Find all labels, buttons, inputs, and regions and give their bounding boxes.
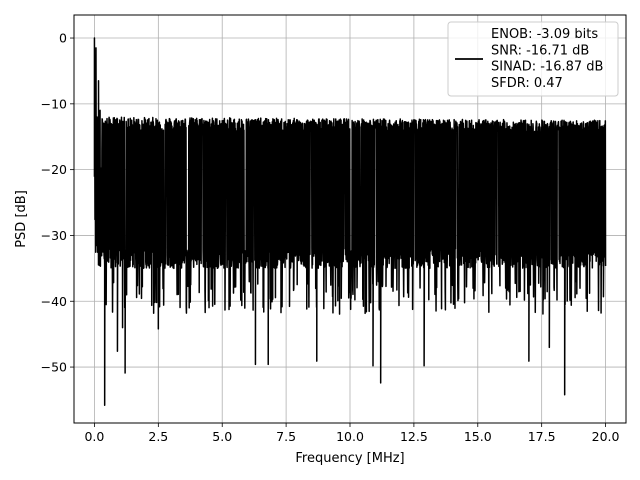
y-tick-label: −20: [41, 162, 67, 177]
series-layer: [93, 37, 607, 406]
y-axis-label: PSD [dB]: [14, 190, 29, 248]
y-tick-label: −10: [41, 96, 67, 111]
legend-series-name: ENOB: -3.09 bits SNR: -16.71 dB SINAD: -16…: [491, 27, 603, 91]
y-tick-label: −40: [41, 294, 67, 309]
x-axis-label: Frequency [MHz]: [295, 451, 404, 466]
x-axis: 0.0 2.5 5.0 7.5 10.0 12.5 15.0 17.5 20.0: [84, 423, 620, 444]
x-tick-label: 5.0: [212, 429, 232, 444]
y-axis: 0 −10 −20 −30 −40 −50: [41, 31, 74, 375]
x-tick-label: 0.0: [84, 429, 104, 444]
legend-box: [447, 21, 619, 97]
y-tick-label: 0: [59, 31, 67, 46]
y-tick-label: −50: [41, 360, 67, 375]
legend-label: ENOB: -3.09 bits SNR: -16.71 dB SINAD: -16…: [491, 27, 603, 91]
psd-series-line: [93, 37, 607, 406]
x-tick-label: 2.5: [148, 429, 168, 444]
x-tick-label: 17.5: [528, 429, 556, 444]
x-tick-label: 15.0: [464, 429, 492, 444]
y-tick-label: −30: [41, 228, 67, 243]
x-tick-label: 10.0: [336, 429, 364, 444]
x-tick-label: 7.5: [276, 429, 296, 444]
legend: ENOB: -3.09 bits SNR: -16.71 dB SINAD: -16…: [447, 21, 619, 97]
x-tick-label: 12.5: [400, 429, 428, 444]
x-tick-label: 20.0: [592, 429, 620, 444]
